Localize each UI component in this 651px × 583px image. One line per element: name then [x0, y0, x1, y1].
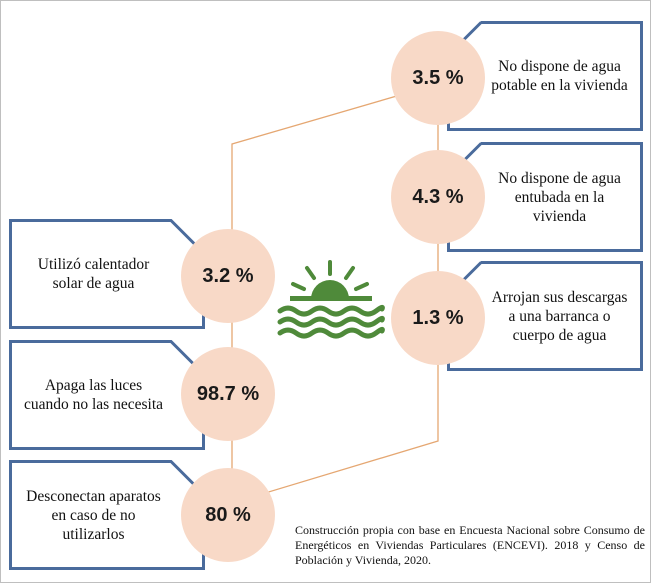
label-solar-heater: Utilizó calentador solar de agua — [37, 256, 150, 292]
label-unplug-devices: Desconectan aparatos en caso de no utili… — [26, 487, 161, 543]
value-circle-discharge-ravine: 1.3 % — [391, 271, 485, 365]
label-no-piped-water: No dispone de agua entubada en la vivien… — [498, 169, 621, 225]
label-lights-off: Apaga las luces cuando no las necesita — [23, 377, 163, 413]
value-solar-heater: 3.2 % — [202, 264, 254, 287]
value-lights-off: 98.7 % — [196, 382, 260, 405]
card-lights-off: Apaga las luces cuando no las necesita — [9, 340, 205, 450]
value-discharge-ravine: 1.3 % — [412, 306, 464, 329]
card-solar-heater: Utilizó calentador solar de agua — [9, 219, 205, 329]
value-circle-solar-heater: 3.2 % — [181, 229, 275, 323]
value-circle-lights-off: 98.7 % — [181, 347, 275, 441]
value-no-drinking-water: 3.5 % — [412, 66, 464, 89]
value-unplug-devices: 80 % — [205, 503, 251, 526]
sun-over-water-icon — [277, 260, 385, 339]
source-footnote: Construcción propia con base en Encuesta… — [295, 523, 645, 567]
label-discharge-ravine: Arrojan sus descargas a una barranca o c… — [491, 288, 628, 344]
value-circle-no-drinking-water: 3.5 % — [391, 31, 485, 125]
label-no-drinking-water: No dispone de agua potable en la viviend… — [491, 58, 628, 94]
value-circle-no-piped-water: 4.3 % — [391, 150, 485, 244]
card-unplug-devices: Desconectan aparatos en caso de no utili… — [9, 460, 205, 570]
value-no-piped-water: 4.3 % — [412, 185, 464, 208]
value-circle-unplug-devices: 80 % — [181, 468, 275, 562]
